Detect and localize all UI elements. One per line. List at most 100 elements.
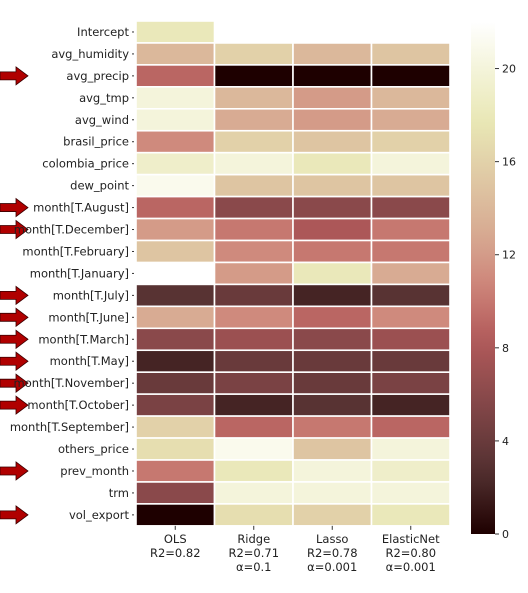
heatmap-cell bbox=[135, 173, 216, 198]
row-label: month[T.March] bbox=[38, 332, 129, 346]
row-label: month[T.October] bbox=[27, 398, 129, 412]
heatmap-cell bbox=[135, 393, 216, 417]
heatmap-cell bbox=[135, 481, 216, 505]
row-label: month[T.September] bbox=[10, 420, 129, 434]
highlight-arrow bbox=[0, 307, 29, 328]
row-label: month[T.May] bbox=[50, 354, 129, 368]
heatmap-cell bbox=[213, 108, 294, 132]
heatmap-cells bbox=[135, 20, 451, 527]
heatmap-cell bbox=[370, 239, 451, 264]
heatmap-cell bbox=[135, 195, 216, 220]
colorbar-tick-label: 0 bbox=[502, 528, 509, 541]
heatmap-cell bbox=[213, 327, 294, 352]
heatmap-cell bbox=[135, 371, 216, 395]
colorbar-tick-label: 16 bbox=[502, 156, 516, 169]
colorbar-gradient bbox=[471, 22, 495, 534]
heatmap-cell bbox=[292, 64, 373, 88]
heatmap-cell bbox=[370, 349, 451, 374]
heatmap-cell bbox=[370, 415, 451, 439]
heatmap-cell bbox=[370, 64, 451, 88]
row-label: vol_export bbox=[69, 508, 130, 522]
heatmap-cell bbox=[370, 108, 451, 132]
heatmap-cell bbox=[213, 64, 294, 88]
heatmap-cell bbox=[213, 261, 294, 286]
heatmap-cell bbox=[292, 481, 373, 505]
heatmap-cell bbox=[292, 283, 373, 308]
heatmap-cell bbox=[292, 151, 373, 176]
column-label: Ridge bbox=[237, 532, 270, 546]
heatmap-cell bbox=[135, 108, 216, 132]
heatmap-cell bbox=[135, 305, 216, 330]
highlight-arrow bbox=[0, 351, 29, 372]
row-label: Intercept bbox=[77, 25, 129, 39]
heatmap-cell bbox=[135, 129, 216, 154]
heatmap-cell bbox=[370, 283, 451, 308]
row-label: dew_point bbox=[70, 179, 129, 193]
heatmap-cell bbox=[292, 86, 373, 110]
highlight-arrow bbox=[0, 373, 29, 393]
heatmap-cell bbox=[292, 305, 373, 330]
heatmap-cell bbox=[213, 349, 294, 374]
heatmap-cell bbox=[213, 481, 294, 505]
heatmap-cell bbox=[135, 239, 216, 264]
heatmap-cell bbox=[213, 217, 294, 242]
heatmap-cell bbox=[213, 173, 294, 198]
heatmap-cell bbox=[370, 503, 451, 527]
heatmap-cell bbox=[135, 437, 216, 461]
highlight-arrow bbox=[0, 395, 29, 415]
heatmap-cell bbox=[370, 261, 451, 286]
heatmap-cell bbox=[292, 459, 373, 483]
row-label: others_price bbox=[58, 442, 129, 456]
heatmap-cell bbox=[292, 349, 373, 374]
column-label: α=0.1 bbox=[236, 560, 272, 574]
heatmap-cell bbox=[213, 239, 294, 264]
column-label: R2=0.80 bbox=[385, 546, 436, 560]
heatmap-cell bbox=[292, 129, 373, 154]
heatmap-cell bbox=[135, 327, 216, 352]
heatmap-cell bbox=[213, 371, 294, 395]
heatmap-cell bbox=[370, 437, 451, 461]
heatmap-cell bbox=[213, 129, 294, 154]
heatmap-cell bbox=[370, 129, 451, 154]
heatmap-cell bbox=[213, 437, 294, 461]
heatmap-cell bbox=[135, 217, 216, 242]
highlight-arrow bbox=[0, 66, 29, 86]
highlight-arrow bbox=[0, 329, 29, 350]
heatmap-cell bbox=[370, 481, 451, 505]
column-label: OLS bbox=[164, 532, 187, 546]
highlight-arrow bbox=[0, 285, 29, 306]
heatmap-cell bbox=[292, 415, 373, 439]
column-label: α=0.001 bbox=[307, 560, 357, 574]
row-label: month[T.February] bbox=[22, 244, 129, 258]
row-labels: Intercept avg_humidity avg_precip avg_tmpav… bbox=[10, 25, 134, 522]
colorbar-tick-label: 20 bbox=[502, 63, 516, 76]
row-label: month[T.November] bbox=[14, 376, 129, 390]
heatmap-cell bbox=[135, 415, 216, 439]
colorbar-tick-label: 8 bbox=[502, 342, 509, 355]
heatmap-cell bbox=[213, 393, 294, 417]
row-label: avg_precip bbox=[66, 69, 129, 83]
heatmap-cell bbox=[292, 42, 373, 66]
row-label: month[T.January] bbox=[30, 266, 129, 280]
heatmap-cell bbox=[370, 327, 451, 352]
heatmap-cell bbox=[292, 371, 373, 395]
row-label: month[T.July] bbox=[53, 288, 129, 302]
heatmap-cell bbox=[213, 503, 294, 527]
heatmap-cell bbox=[370, 371, 451, 395]
row-label: brasil_price bbox=[63, 135, 129, 149]
highlight-arrow bbox=[0, 461, 29, 481]
heatmap-cell bbox=[135, 42, 216, 66]
column-label: Lasso bbox=[316, 532, 348, 546]
heatmap-cell bbox=[213, 151, 294, 176]
heatmap-cell bbox=[135, 20, 216, 44]
heatmap-cell bbox=[292, 437, 373, 461]
heatmap-cell bbox=[370, 173, 451, 198]
heatmap-cell bbox=[213, 195, 294, 220]
column-label: R2=0.78 bbox=[307, 546, 358, 560]
heatmap-cell bbox=[370, 459, 451, 483]
heatmap-cell bbox=[370, 305, 451, 330]
heatmap-cell bbox=[292, 217, 373, 242]
heatmap-cell bbox=[135, 86, 216, 110]
column-label: R2=0.71 bbox=[228, 546, 279, 560]
